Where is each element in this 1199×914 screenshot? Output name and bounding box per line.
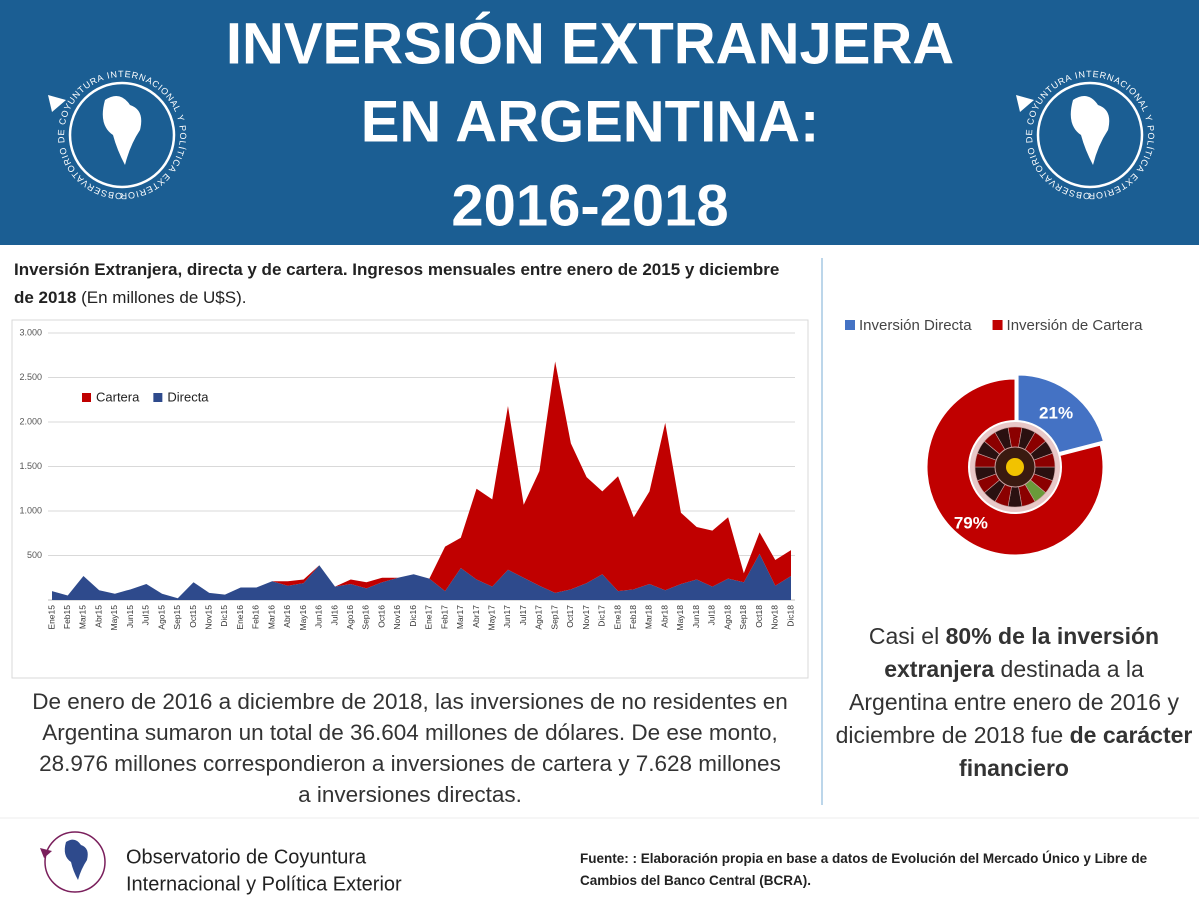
wheel-center [1006, 458, 1024, 476]
y-tick-label: 1.000 [19, 505, 42, 515]
x-tick-label: Sep16 [361, 605, 371, 630]
x-tick-label: May16 [298, 605, 308, 631]
x-tick-label: Jun18 [691, 605, 701, 628]
x-tick-label: Dic15 [219, 605, 229, 627]
x-tick-label: Feb18 [628, 605, 638, 629]
y-tick-label: 500 [27, 550, 42, 560]
chart-title: Inversión Extranjera, directa y de carte… [14, 260, 780, 307]
legend-swatch [992, 320, 1003, 330]
legend-swatch [82, 393, 91, 402]
legend-label: Directa [167, 389, 209, 404]
x-tick-label: Feb15 [62, 605, 72, 629]
highlight-bold: 80% de la inversión extranjera [884, 623, 1160, 682]
x-tick-label: Feb16 [251, 605, 261, 629]
x-tick-label: Mar17 [455, 605, 465, 629]
header-band [0, 0, 1199, 245]
x-tick-label: Jul16 [329, 605, 339, 626]
title-line: INVERSIÓN EXTRANJERA [226, 11, 954, 76]
logo-arrow [48, 95, 66, 112]
footer-org: Internacional y Política Exterior [126, 873, 402, 895]
x-tick-label: Sep18 [738, 605, 748, 630]
x-tick-label: May15 [109, 605, 119, 631]
area [52, 553, 791, 600]
highlight-text: Casi el [868, 623, 946, 649]
x-tick-label: Ago16 [345, 605, 355, 630]
x-tick-label: Oct15 [188, 605, 198, 628]
x-tick-label: Dic18 [785, 605, 795, 627]
y-tick-label: 3.000 [19, 327, 42, 337]
legend-label: Inversión Directa [859, 317, 972, 334]
x-tick-label: Mar16 [266, 605, 276, 629]
chart-heading: Inversión Extranjera, directa y de carte… [14, 256, 794, 312]
y-tick-label: 2.500 [19, 372, 42, 382]
x-tick-label: Oct16 [376, 605, 386, 628]
x-tick-label: Abr15 [93, 605, 103, 628]
logo-circle [44, 831, 106, 893]
highlight: Casi el 80% de la inversión extranjera d… [835, 620, 1193, 785]
logo-arrow [1016, 95, 1034, 112]
x-tick-label: Nov15 [203, 605, 213, 630]
x-tick-label: Feb17 [439, 605, 449, 629]
y-tick-label: 1.500 [19, 461, 42, 471]
x-tick-label: Nov16 [392, 605, 402, 630]
x-tick-label: Abr16 [282, 605, 292, 628]
header-title: INVERSIÓN EXTRANJERA EN ARGENTINA: 2016-… [226, 11, 954, 238]
pie-label: 21% [1039, 404, 1073, 423]
pie-slice [926, 378, 1104, 556]
logo-map [1070, 96, 1110, 165]
x-tick-label: Abr17 [471, 605, 481, 628]
logo-map [64, 839, 88, 880]
x-tick-label: Ago18 [722, 605, 732, 630]
legend-label: Inversión de Cartera [1007, 317, 1144, 334]
x-tick-label: Sep17 [549, 605, 559, 630]
x-tick-label: May17 [487, 605, 497, 631]
x-tick-label: Jul18 [707, 605, 717, 626]
chart-subtitle: (En millones de U$S). [81, 288, 247, 307]
x-tick-label: May18 [675, 605, 685, 631]
x-tick-label: Ago17 [534, 605, 544, 630]
x-tick-label: Jun17 [502, 605, 512, 628]
x-tick-label: Sep15 [172, 605, 182, 630]
x-tick-label: Nov18 [770, 605, 780, 630]
x-tick-label: Jul15 [141, 605, 151, 626]
logo-circle [68, 81, 176, 189]
footer-org: Observatorio de Coyuntura [126, 846, 367, 868]
logo-map [102, 96, 142, 165]
x-tick-label: Ene16 [235, 605, 245, 630]
x-tick-label: Jun15 [125, 605, 135, 628]
legend-swatch [153, 393, 163, 402]
legend-swatch [845, 320, 855, 330]
logo-circle [1036, 81, 1144, 189]
x-tick-label: Oct18 [754, 605, 764, 628]
summary: De enero de 2016 a diciembre de 2018, la… [32, 689, 788, 807]
footer-source: Fuente: : Elaboración propia en base a d… [580, 851, 1148, 888]
x-tick-label: Dic16 [408, 605, 418, 627]
x-tick-label: Jul17 [518, 605, 528, 626]
x-tick-label: Mar15 [78, 605, 88, 629]
pie-label: 79% [954, 513, 988, 532]
legend-label: Cartera [96, 389, 140, 404]
footer-logo [40, 831, 106, 893]
y-tick-label: 2.000 [19, 416, 42, 426]
x-tick-label: Nov17 [581, 605, 591, 630]
x-tick-label: Oct17 [565, 605, 575, 628]
highlight-text: destinada a la Argentina entre enero de … [835, 656, 1179, 748]
logo-arrow [40, 848, 52, 858]
x-tick-label: Jun16 [314, 605, 324, 628]
title-line: EN ARGENTINA: [361, 89, 820, 154]
x-tick-label: Ago15 [156, 605, 166, 630]
x-tick-label: Ene15 [46, 605, 56, 630]
x-tick-label: Mar18 [644, 605, 654, 629]
area [52, 361, 791, 599]
x-tick-label: Dic17 [597, 605, 607, 627]
x-tick-label: Abr18 [659, 605, 669, 628]
title-line: 2016-2018 [451, 173, 728, 238]
x-tick-label: Ene18 [612, 605, 622, 630]
highlight-bold: de carácter financiero [959, 722, 1193, 781]
x-tick-label: Ene17 [424, 605, 434, 630]
